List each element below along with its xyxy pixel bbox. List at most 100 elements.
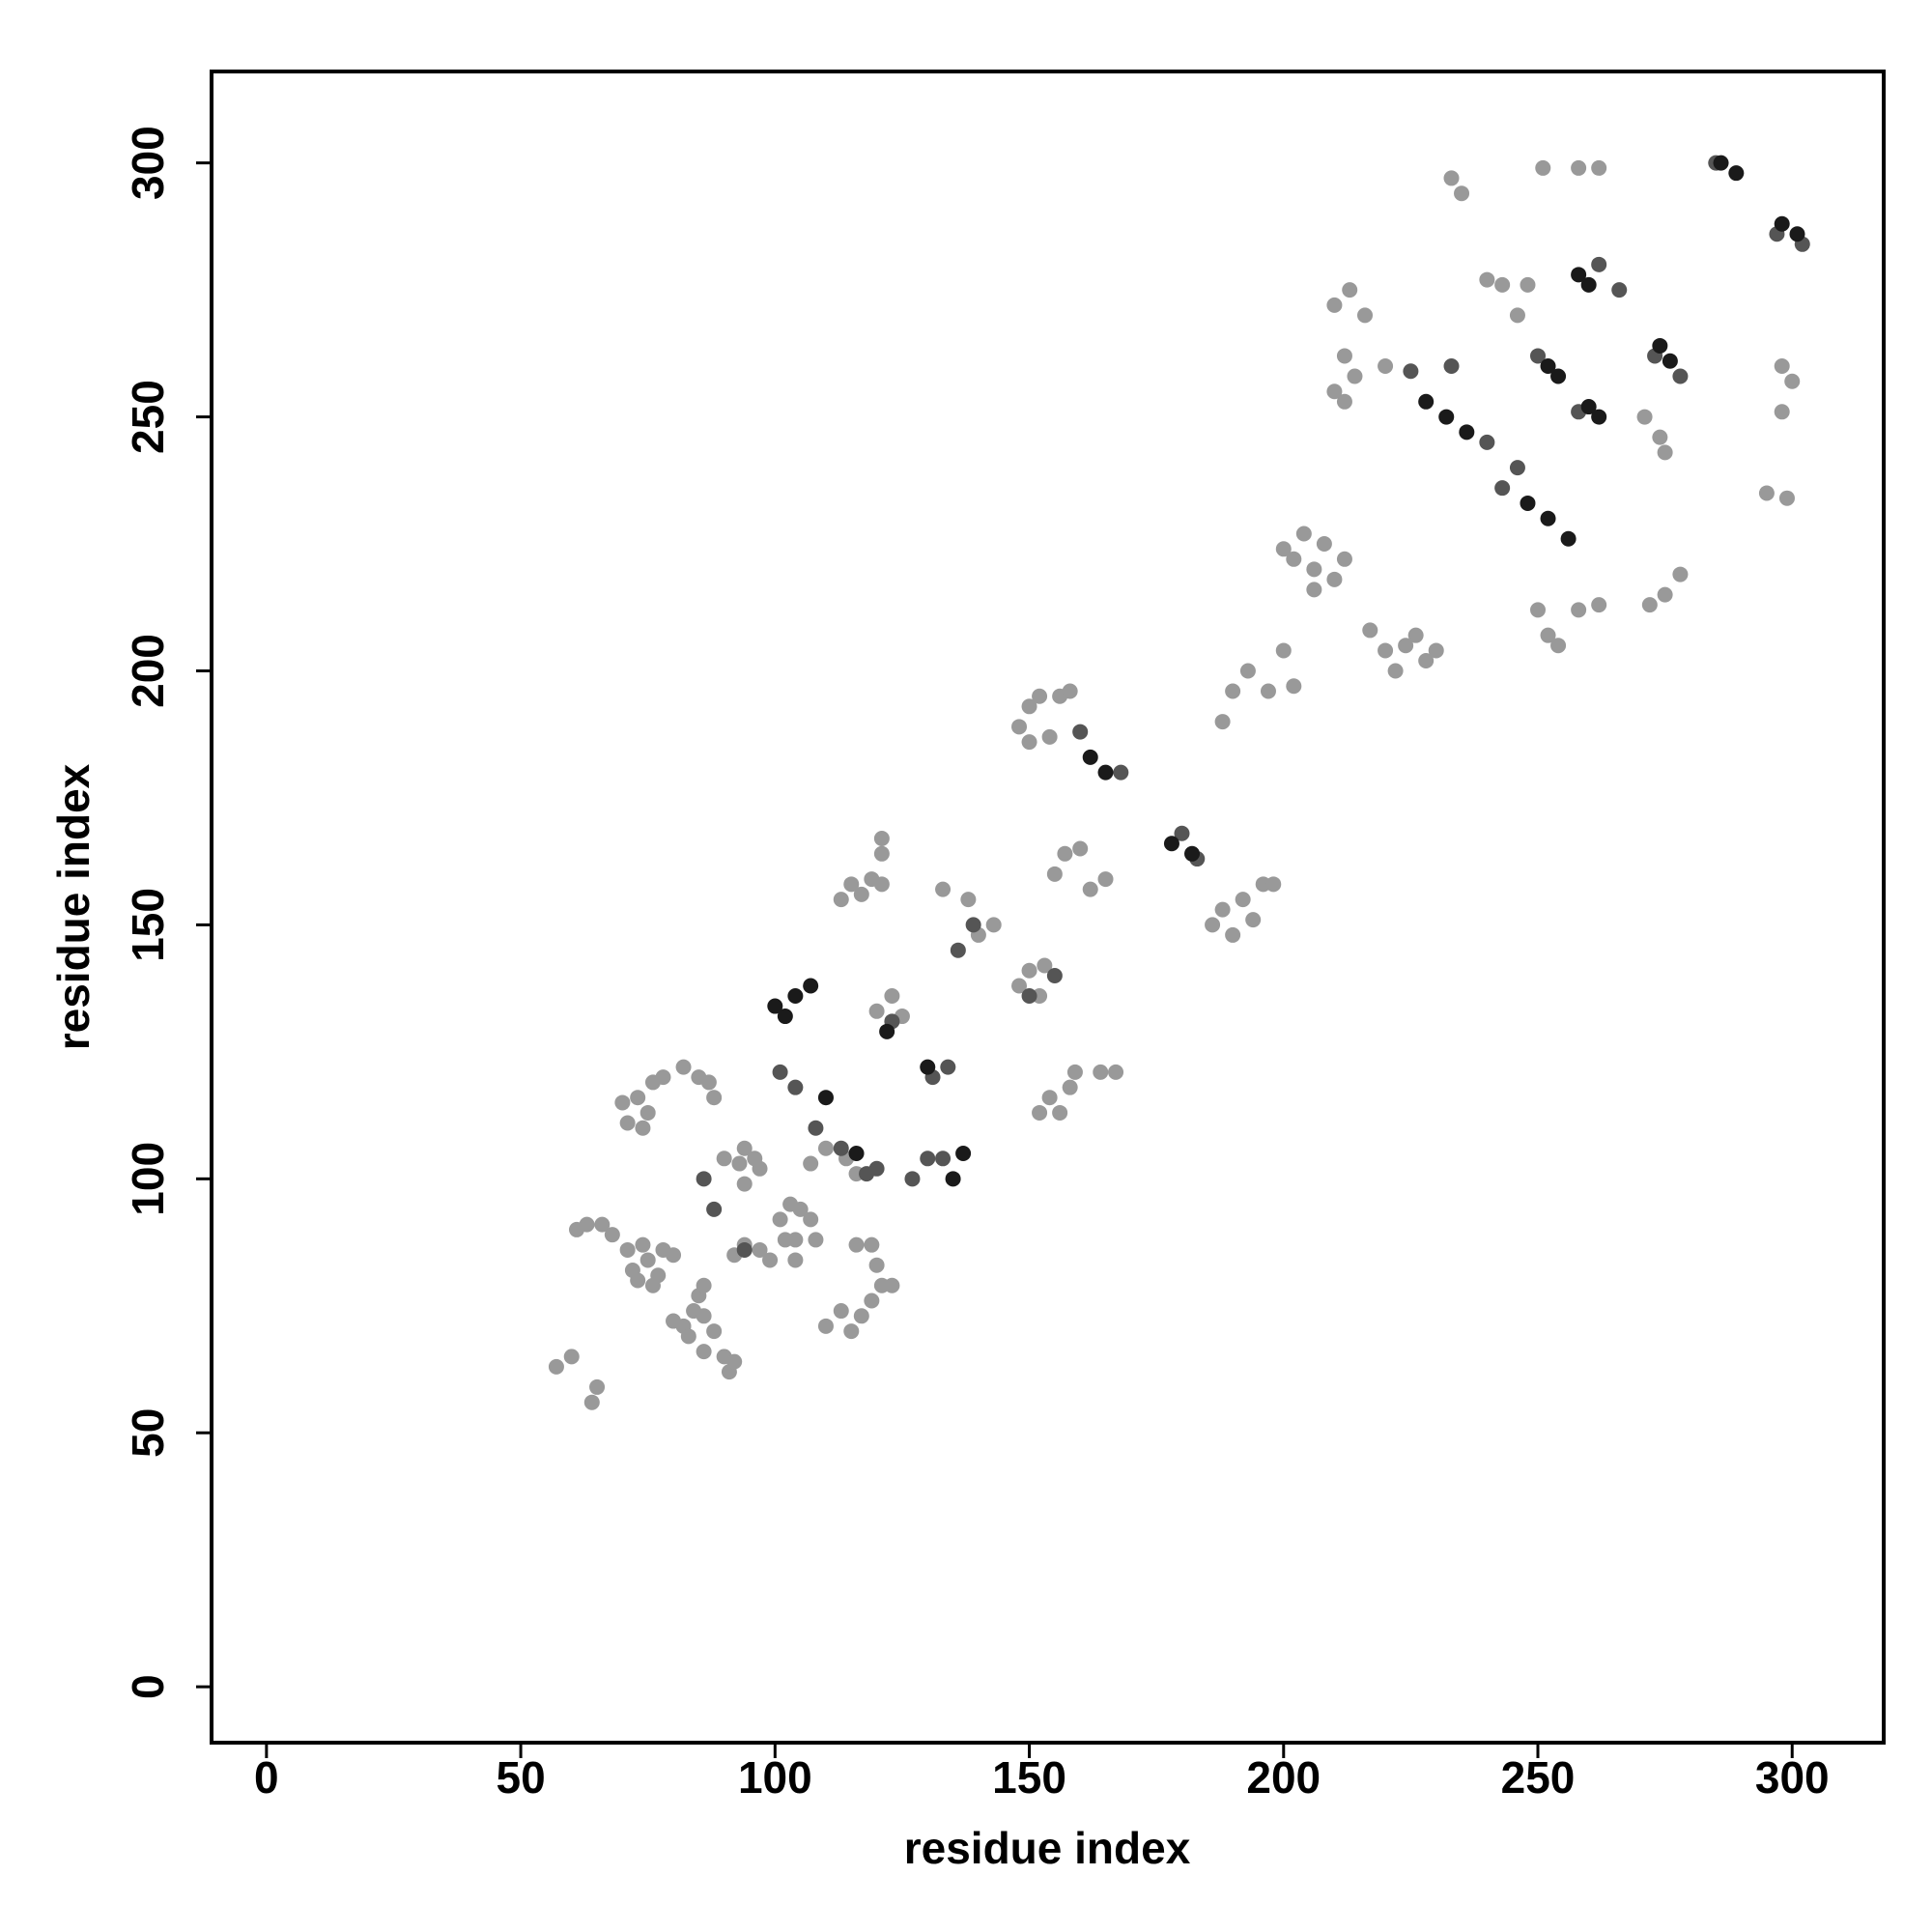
point [696,1308,712,1324]
point [884,988,900,1005]
point [1214,901,1231,918]
point [1260,683,1276,699]
point [1509,460,1525,476]
point [1652,429,1668,445]
point [1306,561,1322,578]
point [1174,825,1190,841]
point [772,1064,788,1080]
point [1591,597,1607,613]
point [594,1216,611,1233]
point [1672,368,1689,384]
point [1336,348,1352,364]
point [1378,642,1394,659]
point [1789,226,1805,242]
point [873,876,890,893]
point [1611,282,1628,298]
point [1184,845,1201,862]
point [1652,337,1668,354]
point [853,1308,869,1324]
point [920,1151,936,1167]
x-tick-label: 0 [254,1752,279,1803]
point [848,1146,865,1162]
point [1046,866,1063,882]
point [1571,159,1587,176]
point [1275,642,1292,659]
point [1062,683,1078,699]
point [868,1003,885,1019]
point [716,1151,732,1167]
y-tick-label: 150 [123,888,173,962]
point [817,1140,834,1156]
point [614,1094,631,1111]
point [1032,688,1048,704]
point [1041,728,1058,745]
point [787,1252,804,1268]
point [1066,1064,1083,1080]
point [1357,307,1374,324]
point [965,917,981,933]
point [1326,297,1343,313]
point [726,1353,743,1370]
point [1093,1064,1109,1080]
point [1535,159,1551,176]
point [1021,988,1037,1005]
point [1520,276,1536,293]
point [955,1146,972,1162]
point [868,1257,885,1273]
point [1097,871,1114,888]
point [864,1293,880,1309]
point [650,1267,667,1284]
point [1560,530,1577,547]
point [579,1216,595,1233]
point [1275,541,1292,557]
point [706,1201,723,1217]
point [1011,719,1028,735]
point [1041,1090,1058,1106]
x-tick-label: 200 [1246,1752,1321,1803]
point [736,1241,753,1258]
point [604,1227,620,1243]
point [960,892,977,908]
x-tick-label: 150 [992,1752,1066,1803]
point [1443,357,1460,374]
point [666,1247,682,1264]
point [1082,749,1098,765]
point [1728,165,1745,182]
point [1021,734,1037,751]
point [1214,714,1231,730]
point [767,998,783,1014]
point [792,1201,809,1217]
x-tick-label: 300 [1755,1752,1830,1803]
point [833,1140,849,1156]
point [619,1115,636,1131]
point [935,881,952,897]
point [675,1059,692,1075]
point [1494,276,1511,293]
point [843,876,860,893]
point [1286,678,1302,695]
point [1591,256,1607,272]
point [696,1171,712,1187]
point [1347,368,1363,384]
point [731,1155,748,1172]
point [1403,363,1419,380]
point [777,1009,793,1025]
point [1657,444,1673,461]
point [777,1232,793,1248]
point [1407,627,1424,643]
point [884,1277,900,1293]
point [1046,967,1063,983]
point [1286,551,1302,567]
point [1774,357,1790,374]
point [1479,271,1495,288]
point [1011,978,1028,994]
point [817,1090,834,1106]
point [1037,957,1053,974]
point [873,831,890,847]
point [762,1252,779,1268]
point [1398,638,1414,654]
point [1591,409,1607,425]
point [1097,764,1114,781]
point [1072,724,1089,740]
